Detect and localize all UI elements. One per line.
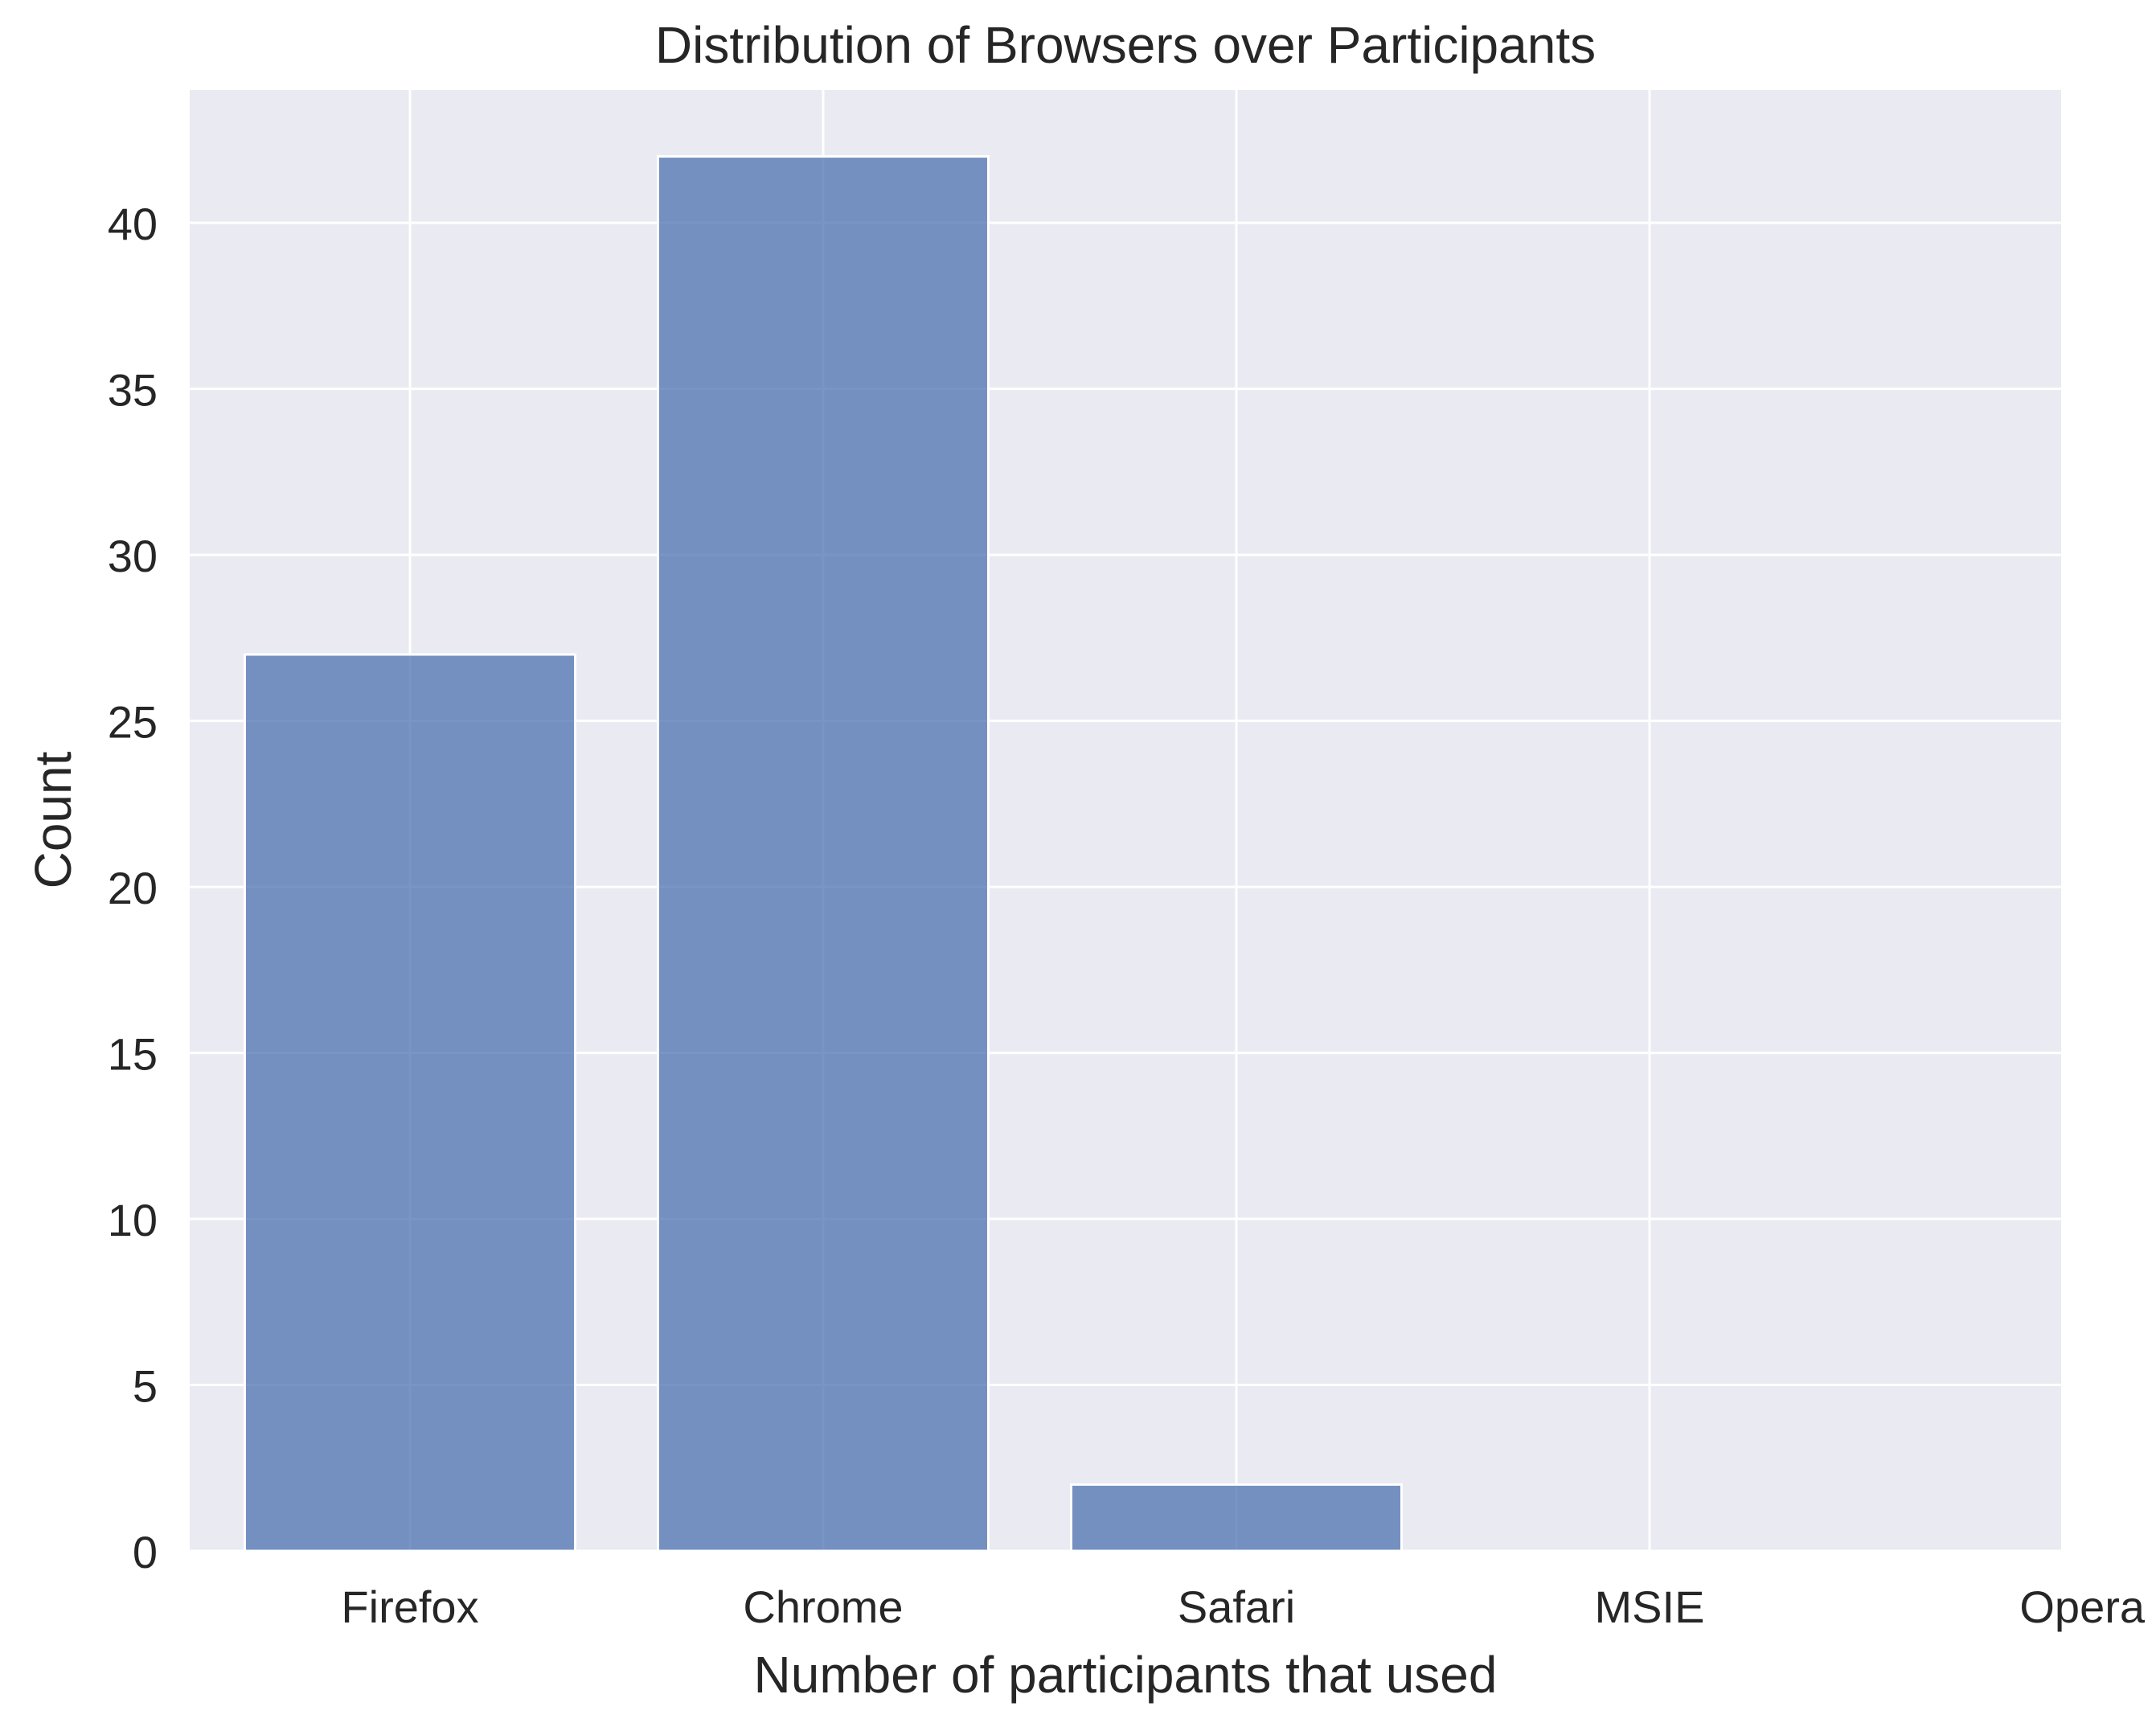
y-tick-label-25: 25: [108, 697, 158, 748]
bar-chrome: [657, 155, 990, 1553]
x-tick-label-safari: Safari: [1178, 1581, 1295, 1632]
y-tick-label-5: 5: [133, 1361, 158, 1412]
y-tick-label-35: 35: [108, 365, 158, 416]
y-tick-labels: 0 5 10 15 20 25 30 35 40: [108, 199, 158, 1577]
chart-title: Distribution of Browsers over Participan…: [655, 16, 1596, 74]
x-tick-label-msie: MSIE: [1595, 1581, 1705, 1632]
bars: [244, 155, 1403, 1553]
x-tick-label-opera: Opera: [2019, 1581, 2145, 1632]
y-tick-label-15: 15: [108, 1029, 158, 1080]
bar-safari: [1070, 1483, 1403, 1553]
y-tick-label-40: 40: [108, 199, 158, 249]
y-tick-label-20: 20: [108, 863, 158, 913]
y-tick-label-0: 0: [133, 1527, 158, 1577]
x-tick-label-firefox: Firefox: [341, 1581, 478, 1632]
y-tick-label-30: 30: [108, 531, 158, 581]
x-tick-labels: Firefox Chrome Safari MSIE Opera: [341, 1581, 2145, 1632]
x-tick-label-chrome: Chrome: [743, 1581, 903, 1632]
y-tick-label-10: 10: [108, 1195, 158, 1245]
bar-firefox: [244, 653, 576, 1553]
y-axis-label: Count: [24, 751, 82, 888]
x-axis-label: Number of participants that used: [754, 1646, 1498, 1704]
